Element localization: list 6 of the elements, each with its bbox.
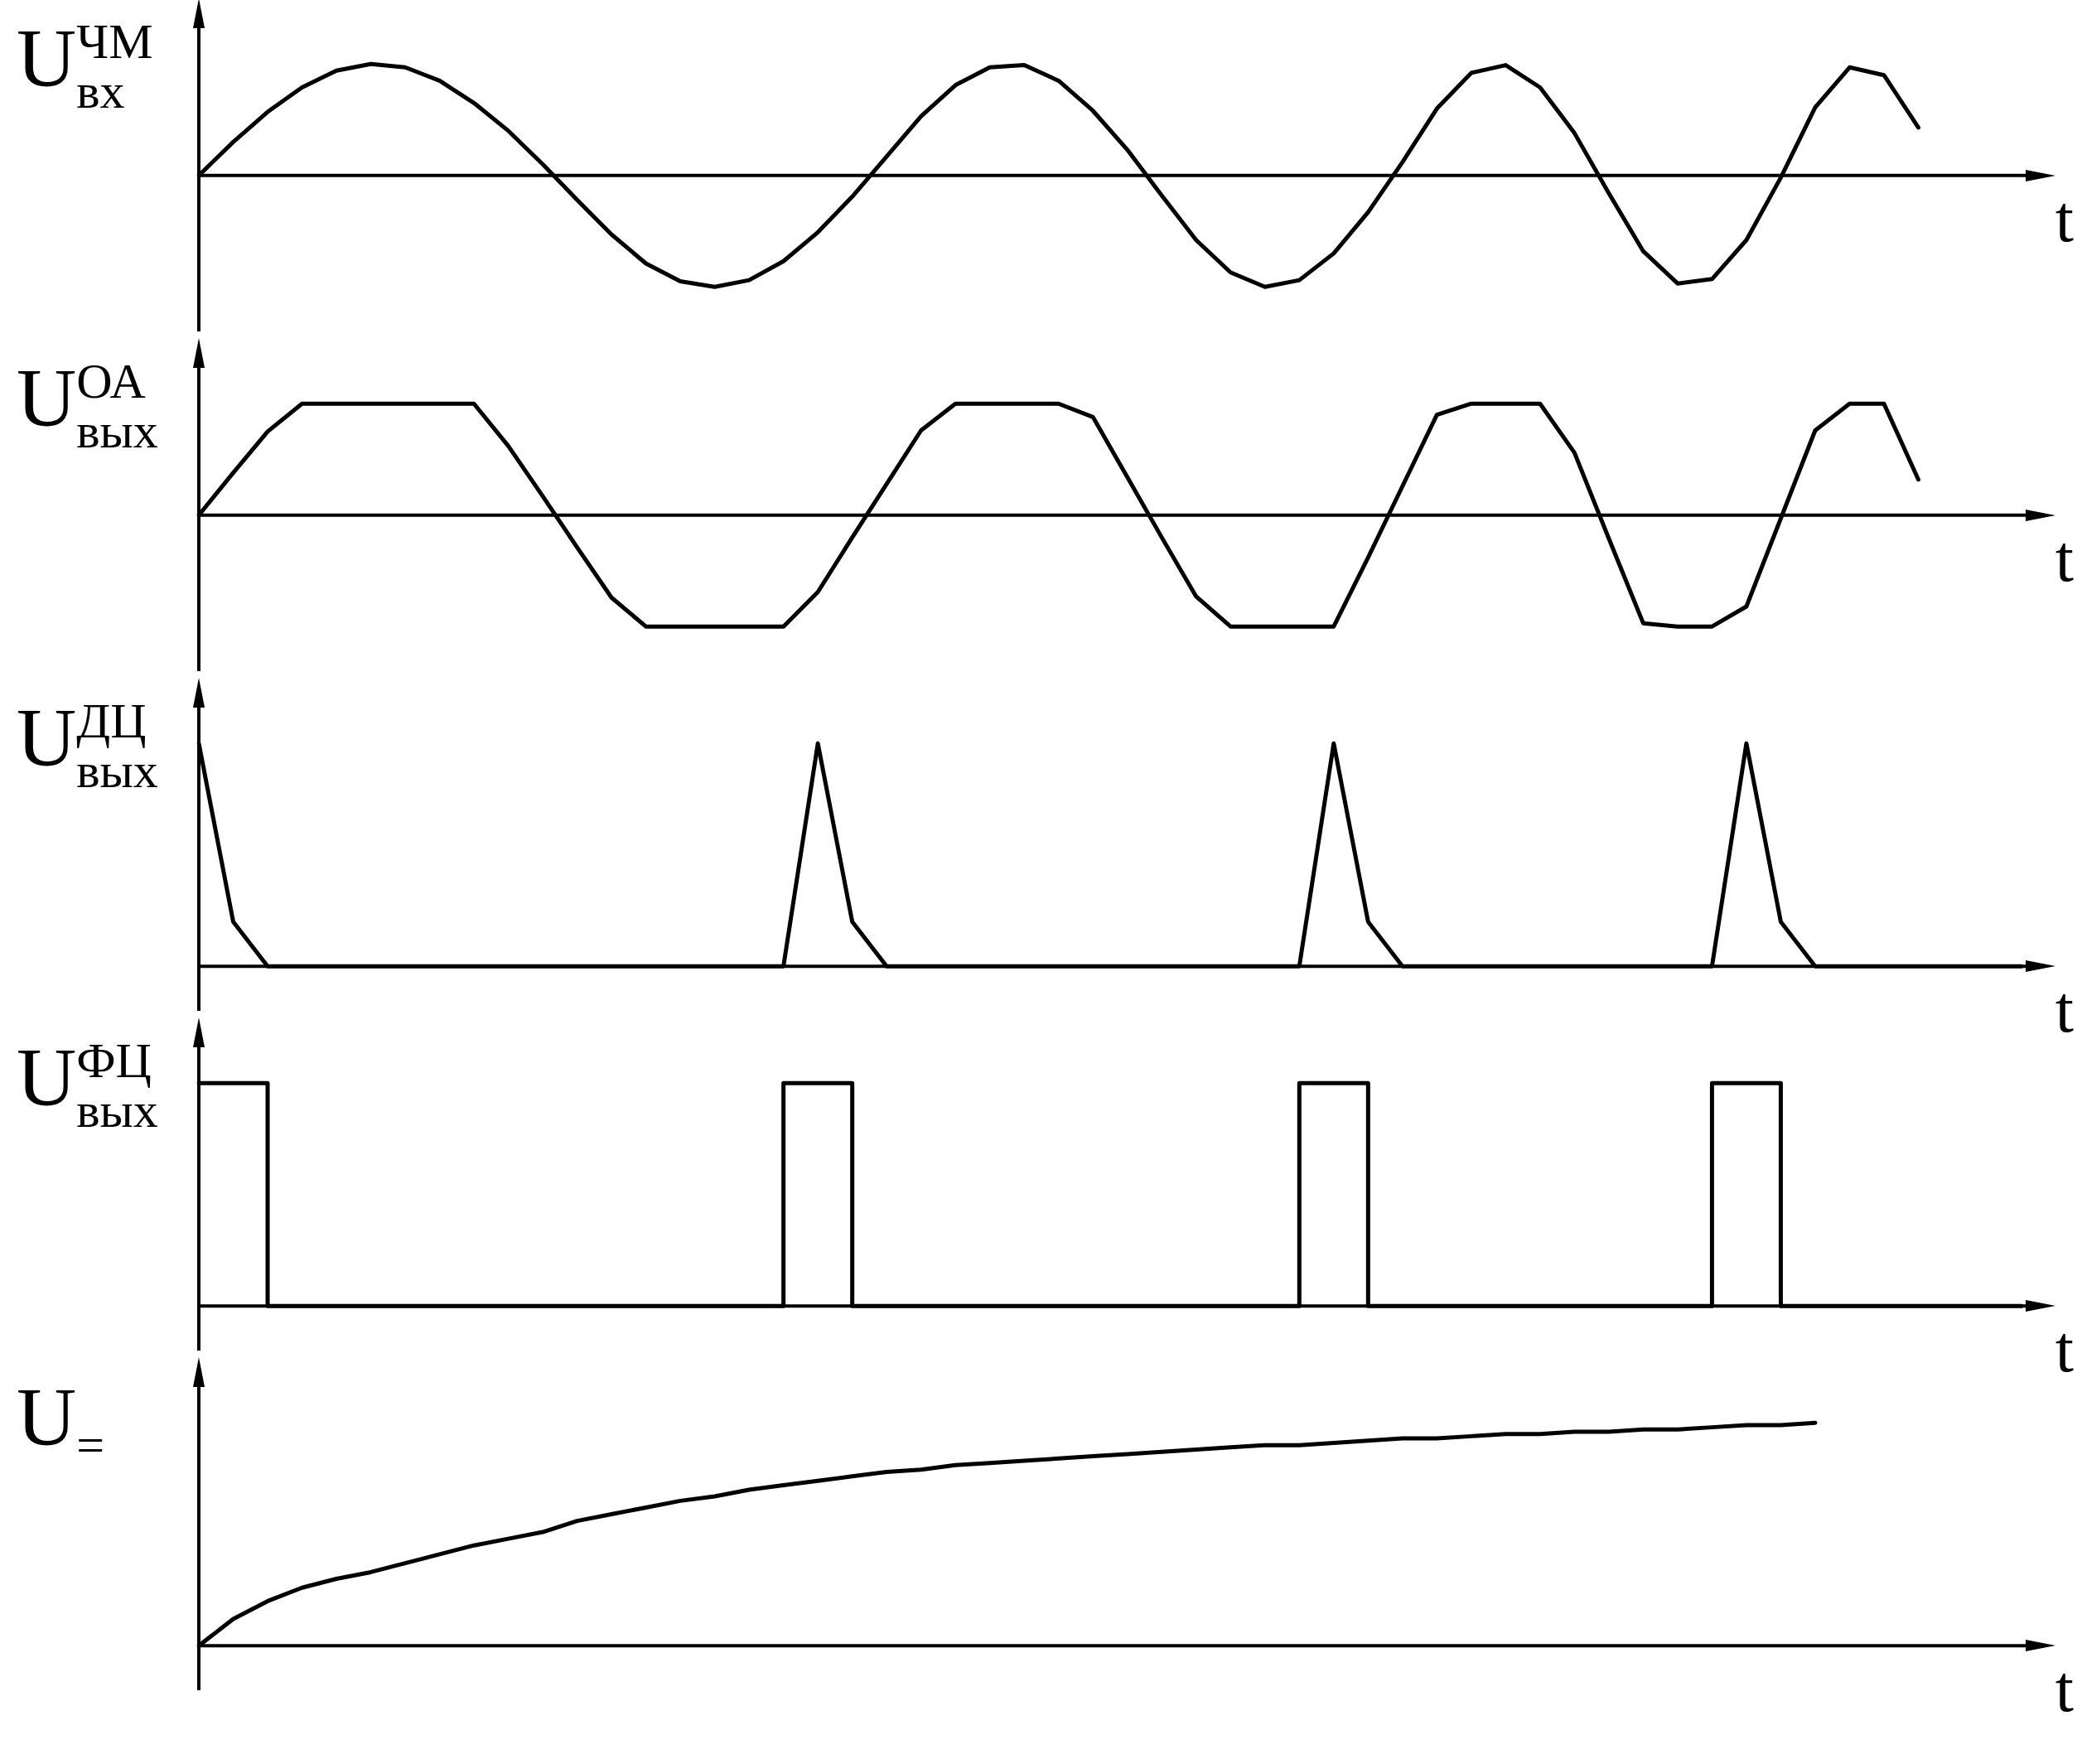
- x-axis-title: t: [2055, 973, 2074, 1046]
- y-axis-title: U$_{=}$: [17, 1370, 105, 1472]
- x-axis-title: t: [2055, 181, 2074, 255]
- x-axis-title: t: [2055, 521, 2074, 595]
- x-axis-title: t: [2055, 1652, 2074, 1726]
- x-axis-title: t: [2055, 1312, 2074, 1386]
